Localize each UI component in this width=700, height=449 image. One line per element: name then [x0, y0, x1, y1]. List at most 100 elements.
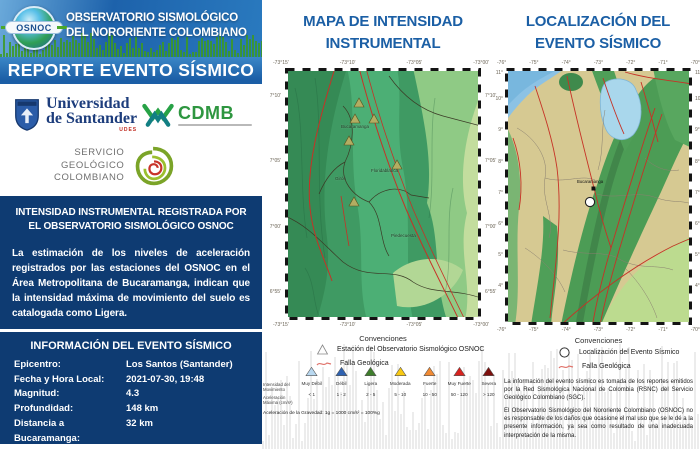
location-map-lon-ticks-bottom: -76° -75° -74° -73° -72° -71° -70° — [497, 327, 700, 333]
report-banner: REPORTE EVENTO SÍSMICO — [0, 57, 262, 84]
tick-label: 6°55' — [269, 289, 281, 296]
intensity-level: Muy Débil < 1 — [297, 366, 327, 397]
level-name: Severa — [481, 381, 497, 386]
intensity-map-title: MAPA DE INTENSIDAD INSTRUMENTAL — [283, 11, 483, 55]
tick-label: -71° — [658, 60, 668, 66]
tick-label: 10° — [495, 95, 503, 102]
fault-legend-item: Falla Geológica — [316, 359, 389, 368]
tick-label: -73°15' — [273, 60, 289, 66]
location-map-lon-ticks-top: -76° -75° -74° -73° -72° -71° -70° — [497, 60, 700, 66]
location-map-title: LOCALIZACIÓN DEL EVENTO SÍSMICO — [500, 11, 696, 55]
level-range: 50 - 120 — [450, 392, 468, 397]
legend-title: Convenciones — [359, 334, 407, 343]
event-info-value: 4.3 — [126, 388, 140, 400]
location-map: Bucaramanga — [505, 68, 692, 325]
event-location-legend-item: Localización del Evento Sísmico — [558, 346, 679, 359]
city-label: Floridablanca — [371, 168, 399, 173]
sgc-spiral-icon — [136, 146, 174, 186]
sidebar-header: OSNOC OBSERVATORIO SISMOLÓGICO DEL NOROR… — [0, 0, 262, 57]
fault-legend-item: Falla Geológica — [558, 362, 631, 371]
city-label: Piedecuesta — [391, 233, 416, 238]
tick-label: 6°55' — [485, 289, 497, 296]
tick-label: -73°15' — [273, 322, 289, 328]
tick-label: -73°10' — [339, 60, 356, 66]
event-info-value: Los Santos (Santander) — [126, 359, 233, 370]
intensity-map-lon-ticks-bottom: -73°15' -73°10' -73°05' -73°00' — [273, 322, 489, 328]
tick-label: 7°10' — [485, 92, 497, 99]
intensity-level: Ligera 2 - 5 — [356, 366, 386, 397]
sgc-line2: GEOLÓGICO — [60, 159, 125, 171]
cdmb-logo: CDMB — [141, 100, 252, 129]
intensity-triangle-icon — [364, 366, 377, 376]
udes-logo: Universidad de Santander UDES — [14, 95, 138, 133]
event-info-row: Distancia a Bucaramanga: 32 km — [14, 417, 248, 446]
legend-title: Convenciones — [574, 336, 623, 345]
tick-label: 6° — [695, 220, 700, 227]
intensity-map-graphic — [285, 68, 481, 320]
udes-name-line2: de Santander — [46, 110, 138, 128]
cdmb-acronym: CDMB — [178, 102, 234, 123]
fault-legend-label: Falla Geológica — [582, 363, 631, 370]
intensity-panel-title: INTENSIDAD INSTRUMENTAL REGISTRADA POR E… — [15, 207, 247, 232]
disclaimer: La información del evento sísmico es tom… — [504, 378, 693, 440]
event-circle-icon — [559, 347, 570, 358]
city-label: Bucaramanga — [341, 124, 370, 129]
gravity-note: Aceleración de la Gravedad: 1g = 1000 cm… — [263, 411, 380, 416]
tick-label: -73°10' — [339, 322, 356, 328]
intensity-level: Débil 1 - 2 — [327, 366, 357, 397]
tick-label: -72° — [626, 60, 636, 66]
intensity-scale: Muy Débil < 1 Débil 1 - 2 Ligera 2 - 5 M… — [297, 366, 504, 397]
event-info-value: 32 km — [126, 417, 153, 429]
tick-label: 7° — [498, 189, 503, 196]
intensity-map-title-line2: INSTRUMENTAL — [325, 34, 441, 52]
tick-label: -73° — [593, 60, 604, 66]
scale-row2-label: Aceleración Máxima (cm/s²) — [263, 395, 293, 405]
level-range: 2 - 5 — [366, 392, 376, 397]
event-info-row: Epicentro: Los Santos (Santander) — [14, 358, 248, 373]
intensity-panel-body: La estimación de los niveles de acelerac… — [12, 248, 250, 319]
tick-label: -76° — [497, 60, 507, 66]
sgc-line1: SERVICIO — [74, 146, 125, 158]
tick-label: -70° — [690, 60, 700, 66]
tick-label: 8° — [498, 159, 503, 166]
osnoc-logo-text: OSNOC — [5, 21, 63, 34]
tick-label: 8° — [695, 159, 700, 166]
station-legend-item: Estación del Observatorio Sismológico OS… — [316, 344, 484, 355]
osnoc-globe-logo: OSNOC — [1, 6, 67, 50]
level-name: Débil — [336, 381, 347, 386]
intensity-map-title-line1: MAPA DE INTENSIDAD — [303, 13, 463, 30]
tick-label: -70° — [690, 327, 700, 333]
seismogram-decoration — [0, 31, 262, 57]
cdmb-subtitle-bar — [178, 123, 252, 126]
tick-label: -75° — [529, 60, 539, 66]
udes-name-line1: Universidad — [46, 95, 130, 112]
intensity-level: Severa > 120 — [474, 366, 504, 397]
institution-logos: Universidad de Santander UDES CDMB SERVI… — [0, 84, 262, 196]
scale-row1-label: Intensidad del Movimiento — [263, 382, 290, 392]
event-info-label: Profundidad: — [14, 403, 74, 415]
epicenter-marker — [584, 196, 596, 208]
sgc-logo: SERVICIO GEOLÓGICO COLOMBIANO — [54, 144, 176, 188]
level-range: 1 - 2 — [336, 392, 346, 397]
header-title: OBSERVATORIO SISMOLÓGICO DEL NORORIENTE … — [66, 11, 258, 41]
event-info-title: INFORMACIÓN DEL EVENTO SÍSMICO — [30, 340, 232, 352]
tick-label: -73°05' — [406, 322, 423, 328]
level-name: Muy Débil — [301, 381, 322, 386]
tick-label: 7°00' — [485, 223, 497, 230]
tick-label: 11° — [495, 70, 503, 77]
intensity-triangle-icon — [305, 366, 318, 376]
shield-icon — [15, 99, 39, 131]
bucaramanga-marker — [591, 186, 596, 191]
event-info-panel: INFORMACIÓN DEL EVENTO SÍSMICO Epicentro… — [0, 332, 262, 444]
level-name: Fuerte — [423, 381, 437, 386]
tick-label: -73°00' — [473, 60, 489, 66]
tick-label: -74° — [561, 60, 571, 66]
header-title-line1: OBSERVATORIO SISMOLÓGICO — [66, 12, 238, 24]
event-info-value: 2021-07-30, 19:48 — [126, 373, 205, 385]
intensity-map-lon-ticks-top: -73°15' -73°10' -73°05' -73°00' — [273, 60, 489, 66]
location-map-graphic — [505, 68, 692, 325]
disclaimer-liability: El Observatorio Sismológico del Nororien… — [504, 408, 693, 439]
level-name: Muy Fuerte — [447, 381, 471, 386]
tick-label: 7° — [695, 189, 700, 196]
disclaimer-source: La información del evento sísmico es tom… — [504, 379, 693, 402]
